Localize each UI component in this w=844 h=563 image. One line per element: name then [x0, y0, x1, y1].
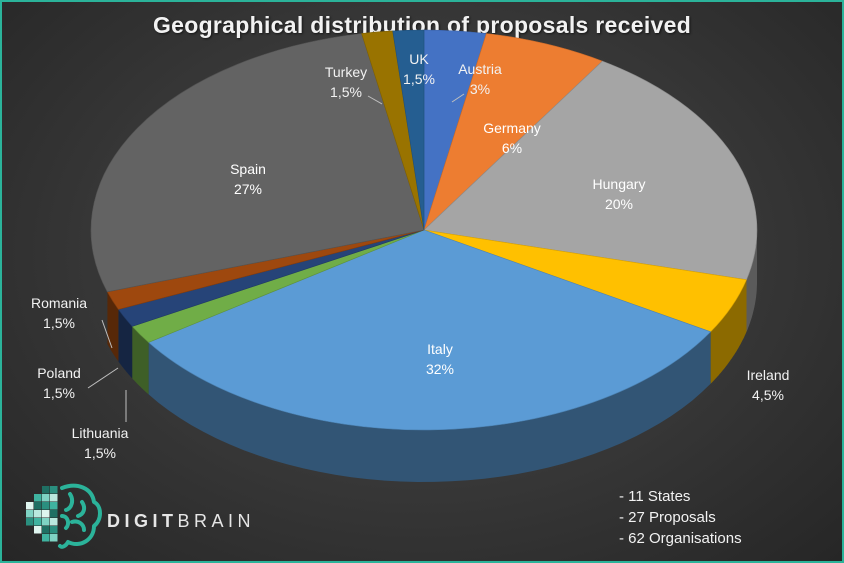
- logo-pixel: [42, 510, 50, 518]
- stat-states: - 11 States: [619, 488, 691, 505]
- brand-suffix: BRAIN: [177, 511, 256, 531]
- pie-slice-germany: [423, 33, 603, 231]
- digitbrain-logo-icon: [26, 483, 102, 549]
- label-italy-name: Italy: [427, 341, 453, 357]
- label-turkey-value: 1,5%: [330, 84, 362, 100]
- logo-pixel: [34, 494, 42, 502]
- label-turkey-name: Turkey: [325, 64, 367, 80]
- label-lithuania-value: 1,5%: [84, 445, 116, 461]
- logo-pixel: [42, 518, 50, 526]
- logo-pixel: [50, 502, 58, 510]
- leader-line-poland: [87, 367, 119, 389]
- label-spain-name: Spain: [230, 161, 266, 177]
- pie-slice-italy: [148, 229, 712, 431]
- pie-wall-poland: [118, 309, 133, 379]
- stat-organisations: - 62 Organisations: [619, 530, 742, 547]
- logo-pixel: [50, 526, 58, 534]
- logo-pixel: [50, 534, 58, 542]
- logo-pixel: [42, 526, 50, 534]
- label-uk-name: UK: [409, 51, 429, 67]
- logo-pixel: [26, 502, 34, 510]
- label-spain-value: 27%: [234, 181, 262, 197]
- logo-pixel: [42, 494, 50, 502]
- logo-pixel: [34, 518, 42, 526]
- label-poland-name: Poland: [37, 365, 81, 381]
- summary-stats: - 11 States - 27 Proposals - 62 Organisa…: [619, 486, 742, 549]
- logo-pixel: [50, 494, 58, 502]
- label-hungary-name: Hungary: [593, 176, 646, 192]
- leader-line-turkey: [367, 95, 383, 105]
- logo-pixel: [26, 510, 34, 518]
- logo-pixel: [50, 486, 58, 494]
- brand-prefix: DIGIT: [107, 511, 178, 531]
- stat-proposals: - 27 Proposals: [619, 509, 716, 526]
- label-hungary-value: 20%: [605, 196, 633, 212]
- logo-pixel: [26, 518, 34, 526]
- logo-pixel: [42, 502, 50, 510]
- pie-slice-spain: [90, 33, 425, 293]
- pie-wall-ireland: [710, 279, 747, 384]
- label-poland-value: 1,5%: [43, 385, 75, 401]
- logo-pixel: [34, 526, 42, 534]
- pie-wall-lithuania: [132, 326, 149, 395]
- label-lithuania-name: Lithuania: [72, 425, 129, 441]
- label-romania-name: Romania: [31, 295, 87, 311]
- pie-slices: [90, 29, 758, 431]
- pie-leader-lines: [87, 93, 465, 422]
- pie-labels: Austria 3% Germany 6% Hungary 20% Ireland 4,5% I…: [31, 51, 789, 461]
- pie-wall-italy: [148, 331, 711, 482]
- leader-line-austria: [451, 93, 465, 103]
- brand-wordmark: DIGITBRAIN: [107, 511, 255, 532]
- label-uk-value: 1,5%: [403, 71, 435, 87]
- logo-pixel: [34, 510, 42, 518]
- pie-side-walls: [91, 230, 757, 482]
- pie-slice-uk: [392, 29, 425, 231]
- label-italy-value: 32%: [426, 361, 454, 377]
- logo-pixel: [50, 510, 58, 518]
- logo-pixel: [50, 518, 58, 526]
- logo-pixel: [42, 486, 50, 494]
- label-romania-value: 1,5%: [43, 315, 75, 331]
- leader-line-romania: [101, 319, 113, 349]
- label-austria-value: 3%: [470, 81, 490, 97]
- label-germany-name: Germany: [483, 120, 541, 136]
- logo-pixel: [34, 502, 42, 510]
- label-austria-name: Austria: [458, 61, 502, 77]
- label-germany-value: 6%: [502, 140, 522, 156]
- logo-pixel: [42, 534, 50, 542]
- label-ireland-value: 4,5%: [752, 387, 784, 403]
- label-ireland-name: Ireland: [747, 367, 790, 383]
- pie-slice-hungary: [423, 60, 758, 281]
- pie-wall-spain: [91, 230, 108, 344]
